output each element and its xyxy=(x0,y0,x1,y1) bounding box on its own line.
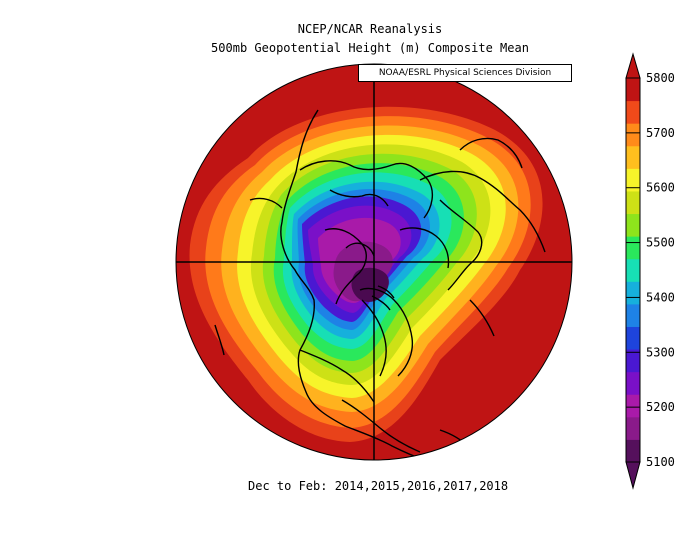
colorbar-bands xyxy=(626,78,640,463)
colorbar-band xyxy=(626,303,640,327)
colorbar-band xyxy=(626,349,640,373)
colorbar-band xyxy=(626,236,640,260)
colorbar-band xyxy=(626,371,640,395)
colorbar-max-arrow xyxy=(625,52,641,79)
colorbar-band xyxy=(626,145,640,169)
credit-label: NOAA/ESRL Physical Sciences Division xyxy=(358,64,572,82)
polar-low-core xyxy=(351,267,389,302)
colorbar-band xyxy=(626,123,640,147)
chart-subtitle: 500mb Geopotential Height (m) Composite … xyxy=(211,41,529,55)
colorbar-band xyxy=(626,439,640,463)
chart-title: NCEP/NCAR Reanalysis xyxy=(297,22,443,36)
colorbar-band xyxy=(626,258,640,282)
colorbar-min-arrow xyxy=(625,461,641,490)
period-label: Dec to Feb: 2014,2015,2016,2017,2018 xyxy=(248,479,509,493)
colorbar-tick-label: 5800 xyxy=(646,71,675,85)
colorbar-band xyxy=(626,281,640,305)
height-field xyxy=(176,64,572,460)
colorbar-band xyxy=(626,168,640,192)
colorbar-tick-label: 5100 xyxy=(646,455,675,469)
colorbar-ticks: 5800 5700 5600 5500 5400 5300 5200 5100 xyxy=(626,71,675,469)
colorbar-tick-label: 5200 xyxy=(646,400,675,414)
colorbar-tick-label: 5500 xyxy=(646,236,675,250)
colorbar-band xyxy=(626,394,640,418)
colorbar-band xyxy=(626,100,640,124)
colorbar-band xyxy=(626,190,640,215)
colorbar-band xyxy=(626,78,640,102)
colorbar-band xyxy=(626,213,640,237)
colorbar-tick-label: 5700 xyxy=(646,126,675,140)
coastlines xyxy=(214,109,546,460)
colorbar-tick-label: 5400 xyxy=(646,290,675,304)
colorbar-tick-label: 5300 xyxy=(646,345,675,359)
colorbar-band xyxy=(626,326,640,350)
colorbar-tick-label: 5600 xyxy=(646,181,675,195)
colorbar-band xyxy=(626,416,640,440)
